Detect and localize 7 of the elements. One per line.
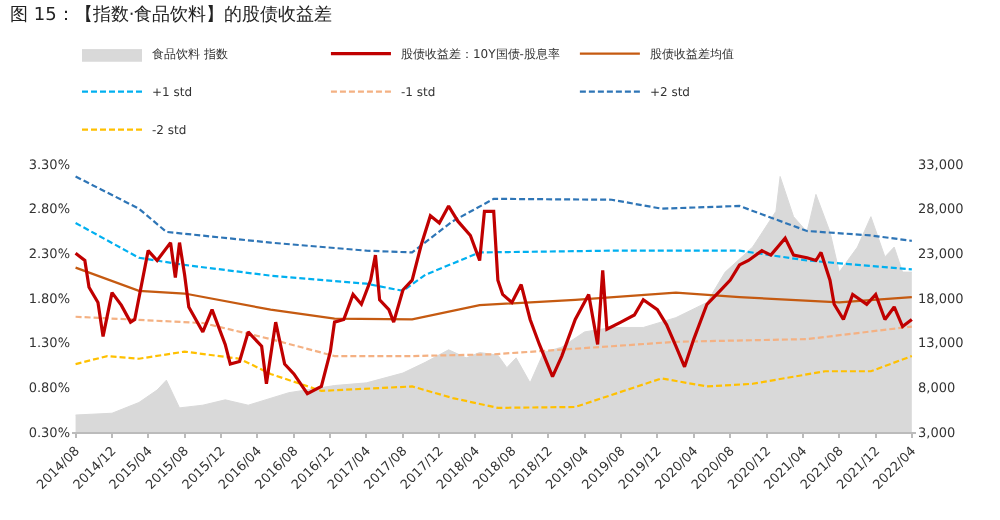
line-series <box>74 221 913 292</box>
line-series <box>74 175 913 254</box>
line-series <box>73 204 914 396</box>
chart-title: 图 15：【指数·食品饮料】的股债收益差 <box>10 4 333 27</box>
line-series <box>74 266 913 321</box>
line-series <box>74 350 913 409</box>
line-series <box>74 315 913 358</box>
